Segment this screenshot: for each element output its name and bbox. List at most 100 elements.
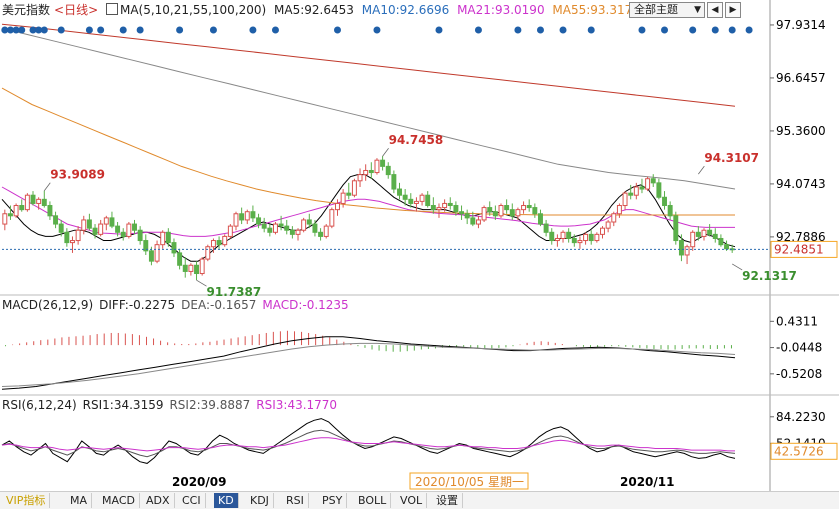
signal-dot bbox=[435, 26, 443, 34]
candle-body bbox=[19, 205, 25, 211]
toolbar-item-11[interactable]: 设置 bbox=[432, 493, 463, 508]
candle-body bbox=[126, 223, 132, 237]
toolbar-item-6[interactable]: KDJ bbox=[246, 493, 274, 508]
candle-body bbox=[64, 231, 70, 244]
macd-legend-macd: MACD:-0.1235 bbox=[262, 298, 348, 312]
signal-dot bbox=[271, 26, 279, 34]
signal-dot bbox=[514, 26, 522, 34]
rsi-y-tick-label: 84.2230 bbox=[776, 410, 826, 424]
candle-body bbox=[543, 223, 549, 233]
candle-body bbox=[628, 192, 634, 196]
candle-body bbox=[673, 215, 679, 242]
candle-body bbox=[368, 169, 374, 174]
signal-dot bbox=[745, 26, 753, 34]
candle-body bbox=[132, 223, 137, 231]
candle-body bbox=[402, 194, 408, 200]
candle-body bbox=[171, 242, 177, 254]
candle-body bbox=[233, 213, 239, 227]
ma-line-ma100 bbox=[1, 27, 736, 190]
ma-params-label: MA(5,10,21,55,100,200) bbox=[119, 3, 267, 17]
candle-body bbox=[103, 217, 109, 225]
rsi-legend-rsi3: RSI3:43.1770 bbox=[256, 398, 337, 412]
candle-body bbox=[351, 180, 357, 196]
candle-body bbox=[239, 213, 245, 221]
candle-body bbox=[148, 250, 154, 262]
candle-body bbox=[284, 225, 290, 231]
signal-dot bbox=[119, 26, 127, 34]
toolbar-item-8[interactable]: PSY bbox=[318, 493, 348, 508]
candle-body bbox=[600, 227, 605, 235]
candle-body bbox=[53, 215, 59, 225]
rsi-line-rsi2 bbox=[1, 429, 736, 458]
signal-dot bbox=[209, 26, 217, 34]
macd-y-tick-label: -0.5208 bbox=[776, 367, 822, 381]
annotation-leader bbox=[698, 165, 705, 175]
signal-dot bbox=[689, 26, 697, 34]
candle-body bbox=[588, 233, 594, 242]
candle-body bbox=[188, 264, 194, 272]
toolbar-item-2[interactable]: MACD bbox=[98, 493, 140, 508]
prev-arrow-button[interactable]: ◀ bbox=[707, 2, 723, 18]
candle-body bbox=[425, 194, 431, 207]
macd-y-tick-label: 0.4311 bbox=[776, 314, 818, 328]
x-axis-label: 2020/09 bbox=[172, 475, 226, 489]
y-tick-label: 96.6457 bbox=[776, 71, 826, 85]
rsi-last-tag bbox=[770, 442, 838, 460]
macd-legend-dea: DEA:-0.1657 bbox=[181, 298, 256, 312]
candle-body bbox=[30, 194, 36, 204]
candle-body bbox=[639, 186, 645, 190]
chart-legend: 美元指数 <日线> MA(5,10,21,55,100,200) MA5:92.6… bbox=[2, 2, 636, 18]
candle-body bbox=[605, 221, 611, 229]
theme-select-button[interactable]: 全部主题 ▼ bbox=[629, 2, 705, 18]
signal-dot bbox=[136, 26, 144, 34]
next-arrow-button[interactable]: ▶ bbox=[725, 2, 741, 18]
candle-body bbox=[289, 229, 295, 235]
candle-body bbox=[194, 264, 200, 275]
toolbar-item-7[interactable]: RSI bbox=[282, 493, 309, 508]
ma-settings-icon[interactable] bbox=[105, 3, 118, 15]
macd-legend-name: MACD(26,12,9) bbox=[2, 298, 93, 312]
candle-body bbox=[532, 207, 538, 215]
candle-body bbox=[36, 198, 42, 204]
toolbar-item-9[interactable]: BOLL bbox=[354, 493, 392, 508]
candle-body bbox=[109, 217, 115, 227]
signal-dot bbox=[97, 26, 105, 34]
candle-body bbox=[323, 225, 329, 237]
candle-body bbox=[526, 205, 532, 209]
candle-body bbox=[329, 209, 335, 227]
candle-body bbox=[695, 231, 701, 237]
crosshair-date-box bbox=[409, 472, 529, 490]
signal-dot bbox=[249, 26, 257, 34]
candle-body bbox=[13, 205, 19, 217]
candle-body bbox=[205, 246, 211, 260]
toolbar-item-10[interactable]: VOL bbox=[396, 493, 428, 508]
candle-body bbox=[160, 231, 166, 246]
signal-dot bbox=[728, 26, 736, 34]
toolbar-item-1[interactable]: MA bbox=[66, 493, 93, 508]
candle-body bbox=[182, 264, 188, 272]
signal-dot bbox=[536, 26, 544, 34]
toolbar-item-5[interactable]: KD bbox=[214, 493, 239, 508]
candle-body bbox=[515, 209, 521, 217]
candle-body bbox=[492, 211, 498, 217]
annotation-leader bbox=[196, 279, 207, 287]
signal-dot bbox=[29, 26, 37, 34]
chevron-down-icon: ▼ bbox=[694, 5, 701, 15]
candle-body bbox=[447, 202, 453, 207]
candle-body bbox=[340, 192, 346, 204]
period-selector[interactable]: <日线> bbox=[54, 3, 99, 17]
candle-body bbox=[120, 231, 126, 237]
toolbar-item-3[interactable]: ADX bbox=[142, 493, 175, 508]
ma55-value: MA55:93.317 bbox=[552, 3, 633, 17]
candle-body bbox=[430, 205, 436, 211]
candle-body bbox=[684, 246, 690, 256]
candle-body bbox=[256, 217, 262, 225]
candle-body bbox=[498, 205, 504, 217]
toolbar-item-4[interactable]: CCI bbox=[178, 493, 206, 508]
candle-body bbox=[363, 169, 369, 176]
candle-body bbox=[560, 231, 566, 239]
candle-body bbox=[645, 178, 651, 190]
toolbar-item-0[interactable]: VIP指标 bbox=[2, 493, 51, 508]
candle-body bbox=[7, 213, 13, 217]
